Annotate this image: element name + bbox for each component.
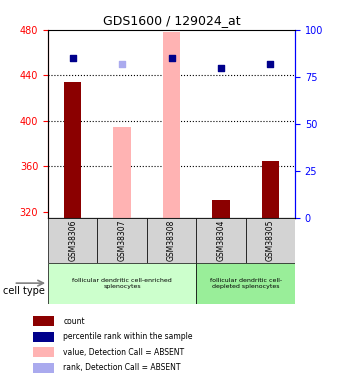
Bar (33, 363, 54, 373)
FancyBboxPatch shape (196, 262, 295, 304)
FancyBboxPatch shape (48, 217, 97, 262)
Text: GSM38306: GSM38306 (68, 219, 77, 261)
Bar (163, 32, 180, 218)
Text: count: count (63, 316, 85, 326)
Text: follicular dendritic cell-
depleted splenocytes: follicular dendritic cell- depleted sple… (210, 278, 282, 288)
Text: rank, Detection Call = ABSENT: rank, Detection Call = ABSENT (63, 363, 181, 372)
FancyBboxPatch shape (48, 262, 196, 304)
Point (218, 64, 224, 70)
Point (70, 55, 75, 61)
Text: GSM38307: GSM38307 (118, 219, 127, 261)
Text: GSM38304: GSM38304 (216, 219, 225, 261)
Bar (33, 347, 54, 357)
Text: GSM38305: GSM38305 (266, 219, 275, 261)
FancyBboxPatch shape (97, 217, 147, 262)
FancyBboxPatch shape (246, 217, 295, 262)
Bar (262, 160, 279, 218)
Text: percentile rank within the sample: percentile rank within the sample (63, 332, 193, 341)
Bar (33, 316, 54, 326)
Text: value, Detection Call = ABSENT: value, Detection Call = ABSENT (63, 348, 185, 357)
Bar (114, 127, 131, 218)
Title: GDS1600 / 129024_at: GDS1600 / 129024_at (103, 15, 240, 27)
Bar (33, 332, 54, 342)
Point (169, 55, 174, 61)
FancyBboxPatch shape (196, 217, 246, 262)
FancyBboxPatch shape (147, 217, 196, 262)
Text: cell type: cell type (3, 286, 45, 296)
Bar (64, 82, 81, 218)
Point (119, 61, 125, 67)
Bar (212, 201, 229, 217)
Text: follicular dendritic cell-enriched
splenocytes: follicular dendritic cell-enriched splen… (72, 278, 172, 288)
Point (268, 61, 273, 67)
Text: GSM38308: GSM38308 (167, 219, 176, 261)
